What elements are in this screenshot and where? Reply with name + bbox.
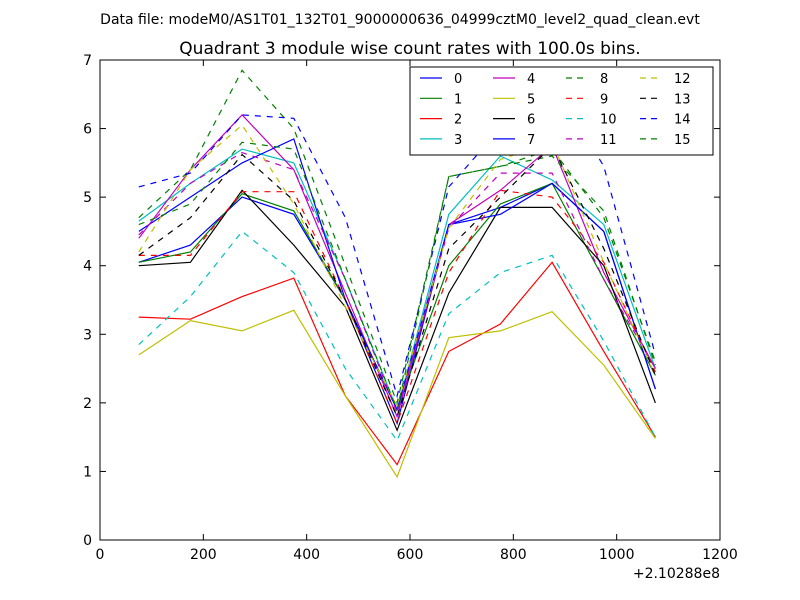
series-line-1	[138, 182, 656, 412]
legend-label-1: 1	[454, 92, 462, 107]
legend-label-15: 15	[674, 133, 691, 148]
series-line-6	[138, 189, 656, 432]
legend-label-13: 13	[674, 92, 691, 107]
x-tick-label: 1200	[702, 547, 738, 563]
y-tick-label: 2	[83, 396, 92, 412]
series-line-8	[138, 69, 656, 405]
y-tick-label: 5	[83, 190, 92, 206]
data-file-label: Data file: modeM0/AS1T01_132T01_90000006…	[100, 12, 700, 28]
y-tick-label: 7	[83, 53, 92, 69]
legend-label-10: 10	[600, 113, 617, 128]
x-tick-label: 400	[293, 547, 320, 563]
legend-label-3: 3	[454, 133, 462, 148]
legend-label-9: 9	[600, 92, 608, 107]
series-line-11	[138, 151, 656, 416]
y-tick-label: 4	[83, 259, 92, 275]
plot-area	[138, 69, 656, 479]
series-line-0	[138, 182, 656, 426]
legend-label-2: 2	[454, 113, 462, 128]
y-tick-label: 0	[83, 533, 92, 549]
series-line-2	[138, 261, 656, 466]
x-tick-label: 0	[96, 547, 105, 563]
legend-label-14: 14	[674, 113, 691, 128]
series-line-12	[138, 124, 656, 408]
legend-label-5: 5	[527, 92, 535, 107]
legend-label-6: 6	[527, 113, 535, 128]
legend-label-0: 0	[454, 72, 462, 87]
y-tick-label: 6	[83, 122, 92, 138]
x-tick-label: 1000	[599, 547, 635, 563]
legend-label-8: 8	[600, 72, 608, 87]
x-tick-label: 600	[397, 547, 424, 563]
series-line-13	[138, 144, 656, 419]
series-line-3	[138, 148, 656, 412]
legend-box	[409, 66, 714, 156]
x-offset-label: +2.10288e8	[633, 566, 720, 582]
legend-label-7: 7	[527, 133, 535, 148]
series-line-7	[138, 138, 656, 412]
x-tick-label: 800	[500, 547, 527, 563]
y-tick-label: 1	[83, 464, 92, 480]
series-line-4	[138, 114, 656, 419]
y-tick-label: 3	[83, 327, 92, 343]
x-tick-label: 200	[190, 547, 217, 563]
series-line-15	[138, 141, 656, 412]
chart-title: Quadrant 3 module wise count rates with …	[179, 39, 640, 59]
legend-label-11: 11	[600, 133, 617, 148]
series-line-10	[138, 230, 656, 442]
legend-label-12: 12	[674, 72, 691, 87]
series-line-5	[138, 309, 656, 479]
legend-label-4: 4	[527, 72, 535, 87]
